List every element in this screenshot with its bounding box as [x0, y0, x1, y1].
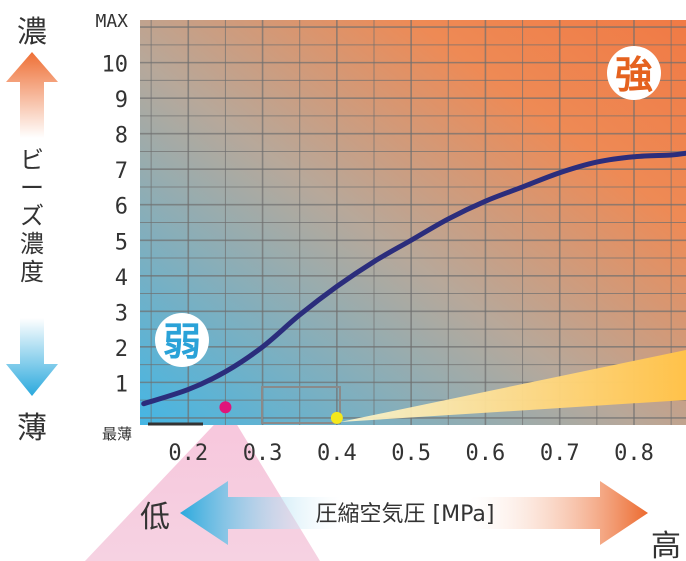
x-tick-label: 0.4	[317, 441, 357, 466]
marker-pink	[219, 401, 232, 414]
strong-badge: 強	[607, 46, 661, 100]
high-arrow	[470, 481, 648, 545]
y-axis-label: ビーズ濃度	[20, 146, 44, 286]
y-tick-label: 5	[115, 230, 128, 255]
x-tick-label: 0.6	[466, 441, 506, 466]
grid	[140, 20, 686, 425]
y-tick-label: 1	[115, 372, 128, 397]
y-tick-label: 7	[115, 159, 128, 184]
y-top-label: 濃	[17, 15, 47, 50]
x-tick-label: 0.3	[243, 441, 283, 466]
reference-box	[261, 386, 341, 424]
y-min-label: 最薄	[102, 425, 132, 443]
marker-yellow	[330, 411, 343, 424]
y-bottom-label: 薄	[17, 411, 47, 446]
x-high-label: 高	[651, 529, 681, 561]
y-tick-labels: 1 2 3 4 5 6 7 8 9 10	[102, 53, 129, 398]
low-arrow	[180, 481, 340, 545]
y-tick-label: 2	[115, 337, 128, 362]
x-axis-label: 圧縮空気圧 [MPa]	[316, 502, 495, 527]
x-tick-label: 0.8	[614, 441, 654, 466]
down-arrow	[6, 318, 58, 396]
y-tick-label: 10	[102, 53, 129, 78]
y-tick-label: 9	[115, 88, 128, 113]
y-tick-label: 3	[115, 301, 128, 326]
up-arrow	[6, 52, 58, 138]
y-max-label: MAX	[95, 11, 128, 32]
x-tick-label: 0.5	[391, 441, 431, 466]
y-tick-label: 8	[115, 124, 128, 149]
weak-badge-label: 弱	[163, 320, 201, 364]
yellow-spray-beam	[340, 350, 686, 422]
x-tick-label: 0.7	[540, 441, 580, 466]
x-low-label: 低	[140, 500, 170, 535]
strong-badge-label: 強	[615, 53, 653, 97]
y-tick-label: 6	[115, 195, 128, 220]
series-line	[141, 150, 686, 407]
weak-badge: 弱	[155, 313, 209, 367]
x-tick-labels: 0.2 0.3 0.4 0.5 0.6 0.7 0.8	[168, 441, 653, 466]
y-tick-label: 4	[115, 266, 128, 291]
markers	[219, 401, 343, 424]
x-tick-label: 0.2	[168, 441, 208, 466]
